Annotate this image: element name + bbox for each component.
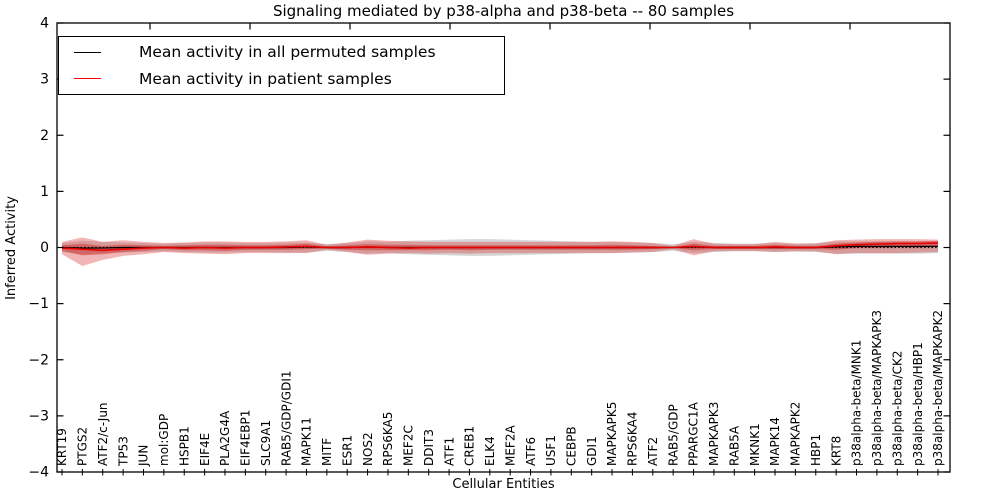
patient-mean-line [61, 242, 939, 252]
x-tick-label: PTGS2 [76, 427, 90, 466]
x-tick-label: MEF2C [402, 425, 416, 466]
x-tick-label: MAPK11 [300, 417, 314, 466]
x-tick-label: EIF4EBP1 [239, 410, 253, 466]
x-tick-label: HSPB1 [177, 426, 191, 466]
x-tick-label: PLA2G4A [218, 410, 232, 466]
x-tick-label: TP53 [116, 436, 130, 467]
x-tick-label: ATF6 [524, 437, 538, 466]
x-tick-label: p38alpha-beta/HBP1 [911, 342, 925, 466]
x-tick-label: ATF1 [442, 437, 456, 466]
x-tick-label: GDI1 [585, 436, 599, 466]
x-tick-label: MAPKAPK5 [605, 402, 619, 466]
x-tick-label: USF1 [544, 435, 558, 466]
x-tick-label: CEBPB [565, 426, 579, 466]
x-tick-label: RAB5/GDP/GDI1 [279, 370, 293, 466]
x-tick-label: HBP1 [809, 434, 823, 466]
chart-title: Signaling mediated by p38-alpha and p38-… [272, 2, 735, 20]
x-tick-label: MEF2A [503, 425, 517, 466]
x-tick-label: CREB1 [463, 426, 477, 466]
x-tick-label: RAB5/GDP [666, 404, 680, 466]
x-tick-label: RPS6KA4 [626, 412, 640, 466]
y-tick-label: −1 [28, 296, 49, 312]
y-tick-label: 3 [40, 72, 49, 88]
x-tick-label: KRT8 [829, 436, 843, 466]
x-tick-label: MAPKAPK2 [789, 402, 803, 466]
y-tick-label: 2 [40, 128, 49, 144]
y-tick-label: −3 [28, 408, 49, 424]
y-tick-label: −4 [28, 465, 49, 481]
x-tick-label: EIF4E [198, 433, 212, 466]
legend-item-permuted: Mean activity in all permuted samples [59, 39, 504, 65]
legend-box: Mean activity in all permuted samples Me… [58, 36, 505, 95]
x-axis-label: Cellular Entities [452, 477, 555, 492]
x-tick-label: DDIT3 [422, 429, 436, 466]
x-tick-label: p38alpha-beta/CK2 [890, 351, 904, 466]
black-line-swatch [74, 51, 101, 53]
x-tick-label: ESR1 [340, 435, 354, 466]
y-axis-label: Inferred Activity [4, 196, 19, 300]
x-tick-label: p38alpha-beta/MAPKAPK2 [931, 310, 945, 466]
x-tick-label: ELK4 [483, 436, 497, 466]
x-tick-label: ATF2 [646, 437, 660, 466]
y-tick-label: 4 [40, 16, 49, 32]
legend-label: Mean activity in patient samples [139, 69, 392, 88]
y-tick-label: 0 [40, 240, 49, 256]
x-tick-label: mol:GDP [157, 414, 171, 466]
patient-outer-band [62, 237, 938, 267]
x-tick-label: SLC9A1 [259, 420, 273, 466]
legend-label: Mean activity in all permuted samples [139, 43, 436, 62]
x-tick-label: NOS2 [361, 432, 375, 466]
x-tick-label: MAPKAPK3 [707, 402, 721, 466]
x-tick-label: RPS6KA5 [381, 412, 395, 466]
x-tick-label: MITF [320, 438, 334, 466]
x-tick-label: ATF2/c-Jun [96, 402, 110, 466]
legend-item-patient: Mean activity in patient samples [59, 66, 504, 92]
red-line-swatch [74, 78, 101, 80]
x-tick-label: p38alpha-beta/MAPKAPK3 [870, 310, 884, 466]
y-tick-label: 1 [40, 184, 49, 200]
x-tick-label: RAB5A [727, 425, 741, 466]
x-tick-label: KRT19 [55, 428, 69, 466]
x-tick-label: JUN [137, 445, 151, 467]
x-tick-label: PPARGC1A [687, 401, 701, 466]
x-tick-label: p38alpha-beta/MNK1 [850, 340, 864, 466]
x-tick-label: MKNK1 [748, 423, 762, 466]
x-tick-label: MAPK14 [768, 417, 782, 466]
y-tick-label: −2 [28, 352, 49, 368]
